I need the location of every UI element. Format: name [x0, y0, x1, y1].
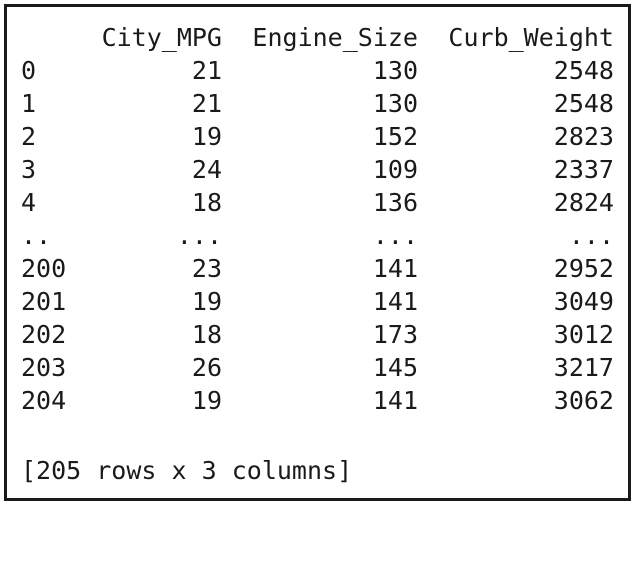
curb-weight-cell: 2952	[553, 254, 614, 283]
row-index: 204	[21, 386, 67, 415]
row-index: 203	[21, 353, 67, 382]
table-row: 204 19 141 3062	[21, 384, 614, 417]
table-row: 201 19 141 3049	[21, 285, 614, 318]
row-index: 4	[21, 188, 37, 217]
curb-weight-cell: 3062	[553, 386, 614, 415]
engine-size-cell: 130	[372, 89, 418, 118]
engine-size-ellipsis: ...	[372, 221, 418, 250]
curb-weight-cell: 3049	[553, 287, 614, 316]
row-index: 200	[21, 254, 67, 283]
table-row: 202 18 173 3012	[21, 318, 614, 351]
city-mpg-cell: 19	[191, 386, 222, 415]
engine-size-cell: 130	[372, 56, 418, 85]
column-header-curb-weight: Curb_Weight	[448, 23, 614, 52]
row-index-ellipsis: ..	[21, 221, 52, 250]
table-row: 200 23 141 2952	[21, 252, 614, 285]
city-mpg-cell: 26	[191, 353, 222, 382]
engine-size-cell: 145	[372, 353, 418, 382]
curb-weight-cell: 2548	[553, 56, 614, 85]
row-index: 201	[21, 287, 67, 316]
city-mpg-cell: 23	[191, 254, 222, 283]
column-header-engine-size: Engine_Size	[252, 23, 418, 52]
engine-size-cell: 141	[372, 386, 418, 415]
table-row: 0 21 130 2548	[21, 54, 614, 87]
city-mpg-cell: 21	[191, 89, 222, 118]
curb-weight-cell: 2548	[553, 89, 614, 118]
engine-size-cell: 109	[372, 155, 418, 184]
engine-size-cell: 136	[372, 188, 418, 217]
dataframe-output-frame: City_MPG Engine_Size Curb_Weight 0 21 13…	[4, 4, 631, 501]
engine-size-cell: 141	[372, 254, 418, 283]
curb-weight-ellipsis: ...	[568, 221, 614, 250]
dataframe-table: City_MPG Engine_Size Curb_Weight 0 21 13…	[21, 21, 614, 417]
city-mpg-cell: 18	[191, 320, 222, 349]
table-row: 4 18 136 2824	[21, 186, 614, 219]
curb-weight-cell: 2823	[553, 122, 614, 151]
city-mpg-cell: 21	[191, 56, 222, 85]
column-header-city-mpg: City_MPG	[101, 23, 222, 52]
table-row: 3 24 109 2337	[21, 153, 614, 186]
curb-weight-cell: 3217	[553, 353, 614, 382]
city-mpg-cell: 19	[191, 287, 222, 316]
row-index: 2	[21, 122, 37, 151]
curb-weight-cell: 3012	[553, 320, 614, 349]
city-mpg-cell: 19	[191, 122, 222, 151]
engine-size-cell: 173	[372, 320, 418, 349]
ellipsis-row: .. ... ... ...	[21, 219, 614, 252]
table-row: 203 26 145 3217	[21, 351, 614, 384]
city-mpg-cell: 24	[191, 155, 222, 184]
table-row: 2 19 152 2823	[21, 120, 614, 153]
engine-size-cell: 152	[372, 122, 418, 151]
table-row: 1 21 130 2548	[21, 87, 614, 120]
curb-weight-cell: 2824	[553, 188, 614, 217]
dataframe-shape-summary: [205 rows x 3 columns]	[21, 456, 353, 485]
header-row: City_MPG Engine_Size Curb_Weight	[21, 21, 614, 54]
row-index: 1	[21, 89, 37, 118]
city-mpg-cell: 18	[191, 188, 222, 217]
row-index: 0	[21, 56, 37, 85]
engine-size-cell: 141	[372, 287, 418, 316]
curb-weight-cell: 2337	[553, 155, 614, 184]
row-index: 202	[21, 320, 67, 349]
row-index: 3	[21, 155, 37, 184]
city-mpg-ellipsis: ...	[176, 221, 222, 250]
